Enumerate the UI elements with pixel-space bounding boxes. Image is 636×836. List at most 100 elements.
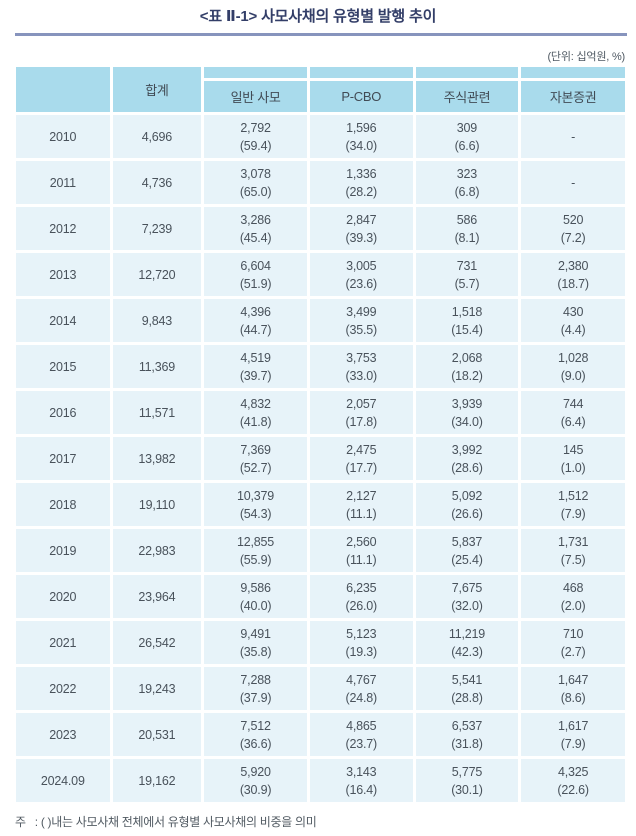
data-cell-general-private: 9,586 (40.0) (204, 575, 307, 618)
table-row: 2015 11,369 4,519 (39.7) 3,753 (33.0) 2,06… (16, 345, 625, 388)
data-cell-pcbo: 2,057 (17.8) (309, 391, 413, 434)
column-header-general-private: 일반 사모 (204, 67, 307, 112)
data-cell-equity-linked: 5,837 (25.4) (415, 529, 519, 572)
data-cell-pcbo: 4,767 (24.8) (309, 667, 413, 710)
data-cell-general-private: 2,792 (59.4) (204, 115, 307, 158)
year-cell: 2011 (16, 161, 110, 204)
data-cell-capital-securities: 1,028 (9.0) (521, 345, 625, 388)
table-row: 2018 19,110 10,379 (54.3) 2,127 (11.1) 5,0… (16, 483, 625, 526)
year-cell: 2016 (16, 391, 110, 434)
year-cell: 2020 (16, 575, 110, 618)
data-cell-equity-linked: 3,939 (34.0) (415, 391, 519, 434)
total-cell: 13,982 (112, 437, 202, 480)
table-row: 2023 20,531 7,512 (36.6) 4,865 (23.7) 6,53… (16, 713, 625, 756)
footnote-text: : ( )내는 사모사채 전체에서 유형별 사모사채의 비중을 의미 (34, 815, 317, 829)
data-cell-pcbo: 3,753 (33.0) (309, 345, 413, 388)
year-cell: 2012 (16, 207, 110, 250)
data-cell-equity-linked: 309 (6.6) (415, 115, 519, 158)
total-cell: 19,243 (112, 667, 202, 710)
total-cell: 11,571 (112, 391, 202, 434)
header-row: 합계 일반 사모 P-CBO 주식관련 자본증권 (16, 67, 625, 112)
total-cell: 22,983 (112, 529, 202, 572)
title-divider (15, 33, 627, 36)
table-row: 2017 13,982 7,369 (52.7) 2,475 (17.7) 3,99… (16, 437, 625, 480)
data-cell-capital-securities: 1,731 (7.5) (521, 529, 625, 572)
data-cell-capital-securities: 145 (1.0) (521, 437, 625, 480)
data-cell-capital-securities: 520 (7.2) (521, 207, 625, 250)
corner-cell (16, 67, 110, 112)
total-cell: 23,964 (112, 575, 202, 618)
data-cell-pcbo: 6,235 (26.0) (309, 575, 413, 618)
total-column-header: 합계 (112, 67, 202, 112)
data-cell-equity-linked: 2,068 (18.2) (415, 345, 519, 388)
data-cell-general-private: 7,369 (52.7) (204, 437, 307, 480)
issuance-table: 합계 일반 사모 P-CBO 주식관련 자본증권 2010 4,696 2,79… (13, 64, 628, 805)
data-cell-capital-securities: - (521, 161, 625, 204)
year-cell: 2014 (16, 299, 110, 342)
total-cell: 4,736 (112, 161, 202, 204)
year-cell: 2022 (16, 667, 110, 710)
table-row: 2016 11,571 4,832 (41.8) 2,057 (17.8) 3,93… (16, 391, 625, 434)
data-cell-equity-linked: 11,219 (42.3) (415, 621, 519, 664)
data-cell-capital-securities: 4,325 (22.6) (521, 759, 625, 802)
data-cell-pcbo: 3,499 (35.5) (309, 299, 413, 342)
data-cell-equity-linked: 5,541 (28.8) (415, 667, 519, 710)
table-row: 2020 23,964 9,586 (40.0) 6,235 (26.0) 7,67… (16, 575, 625, 618)
column-header-capital-securities: 자본증권 (521, 67, 625, 112)
table-row: 2013 12,720 6,604 (51.9) 3,005 (23.6) 731(… (16, 253, 625, 296)
data-cell-pcbo: 1,336 (28.2) (309, 161, 413, 204)
year-cell: 2018 (16, 483, 110, 526)
total-cell: 4,696 (112, 115, 202, 158)
data-cell-capital-securities: 744 (6.4) (521, 391, 625, 434)
data-cell-pcbo: 2,475 (17.7) (309, 437, 413, 480)
column-header-general-private-label: 일반 사모 (204, 78, 307, 112)
data-cell-equity-linked: 731 (5.7) (415, 253, 519, 296)
total-cell: 11,369 (112, 345, 202, 388)
table-row: 2011 4,736 3,078 (65.0) 1,336 (28.2) 323 (6… (16, 161, 625, 204)
data-cell-general-private: 7,512 (36.6) (204, 713, 307, 756)
data-cell-capital-securities: 430 (4.4) (521, 299, 625, 342)
data-cell-equity-linked: 5,775 (30.1) (415, 759, 519, 802)
data-cell-general-private: 3,286 (45.4) (204, 207, 307, 250)
data-cell-pcbo: 2,847 (39.3) (309, 207, 413, 250)
table-row: 2021 26,542 9,491 (35.8) 5,123 (19.3) 11,2… (16, 621, 625, 664)
total-cell: 12,720 (112, 253, 202, 296)
total-cell: 20,531 (112, 713, 202, 756)
total-cell: 9,843 (112, 299, 202, 342)
data-cell-pcbo: 2,560 (11.1) (309, 529, 413, 572)
data-cell-capital-securities: 1,647 (8.6) (521, 667, 625, 710)
total-cell: 7,239 (112, 207, 202, 250)
total-cell: 26,542 (112, 621, 202, 664)
column-header-pcbo-label: P-CBO (309, 78, 413, 112)
data-cell-equity-linked: 323 (6.8) (415, 161, 519, 204)
data-cell-pcbo: 4,865 (23.7) (309, 713, 413, 756)
year-cell: 2015 (16, 345, 110, 388)
data-cell-pcbo: 3,143 (16.4) (309, 759, 413, 802)
total-cell: 19,162 (112, 759, 202, 802)
data-cell-equity-linked: 1,518 (15.4) (415, 299, 519, 342)
data-cell-capital-securities: 1,512 (7.9) (521, 483, 625, 526)
year-cell: 2017 (16, 437, 110, 480)
table-title: <표 Ⅱ-1> 사모사채의 유형별 발행 추이 (199, 8, 437, 25)
year-cell: 2019 (16, 529, 110, 572)
year-cell: 2010 (16, 115, 110, 158)
data-cell-capital-securities: 710 (2.7) (521, 621, 625, 664)
total-cell: 19,110 (112, 483, 202, 526)
data-cell-capital-securities: 468 (2.0) (521, 575, 625, 618)
data-cell-pcbo: 3,005 (23.6) (309, 253, 413, 296)
year-cell: 2013 (16, 253, 110, 296)
table-row: 2014 9,843 4,396 (44.7) 3,499 (35.5) 1,518… (16, 299, 625, 342)
data-cell-equity-linked: 6,537 (31.8) (415, 713, 519, 756)
column-header-pcbo: P-CBO (309, 67, 413, 112)
data-cell-general-private: 5,920 (30.9) (204, 759, 307, 802)
year-cell: 2021 (16, 621, 110, 664)
column-header-capital-securities-label: 자본증권 (521, 78, 625, 112)
data-cell-pcbo: 2,127 (11.1) (309, 483, 413, 526)
table-row: 2010 4,696 2,792 (59.4) 1,596 (34.0) 309 (6… (16, 115, 625, 158)
data-cell-general-private: 9,491 (35.8) (204, 621, 307, 664)
column-header-equity-linked: 주식관련 (415, 67, 519, 112)
data-cell-equity-linked: 7,675 (32.0) (415, 575, 519, 618)
year-cell: 2023 (16, 713, 110, 756)
column-header-equity-linked-label: 주식관련 (415, 78, 519, 112)
